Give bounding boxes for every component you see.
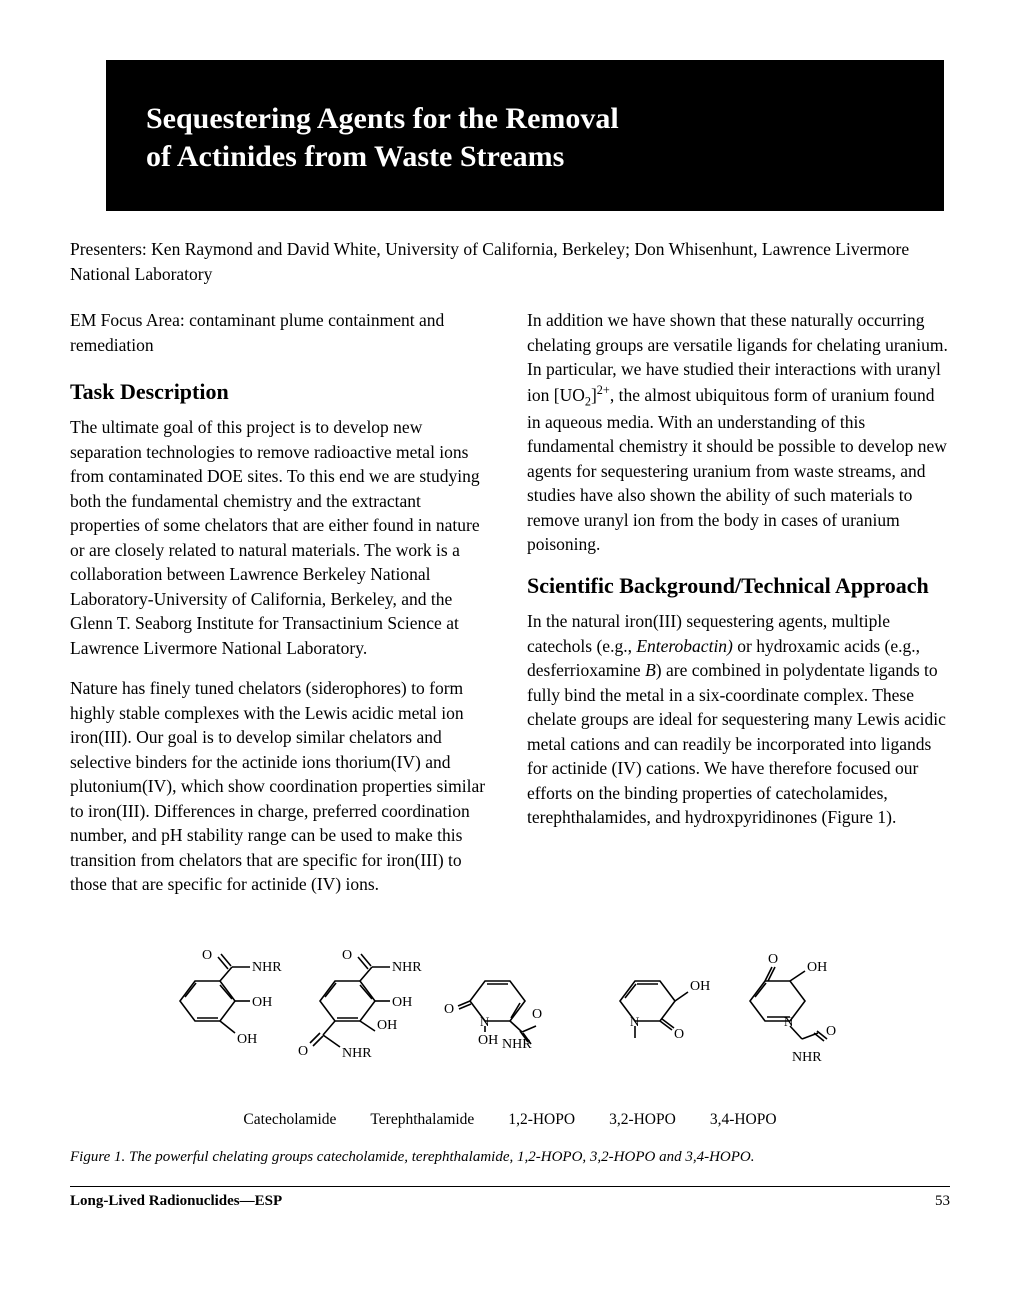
heading-task-description: Task Description [70, 379, 493, 405]
footer-page-number: 53 [935, 1193, 950, 1210]
label-catecholamide: Catecholamide [243, 1111, 336, 1129]
right-column: In addition we have shown that these nat… [527, 308, 950, 913]
heading-scientific-background: Scientific Background/Technical Approach [527, 573, 950, 599]
label-terephthalamide: Terephthalamide [370, 1111, 474, 1129]
svg-text:O: O [444, 1002, 454, 1017]
title-block: Sequestering Agents for the Removal of A… [106, 60, 944, 211]
sci-bg-em2: B [645, 660, 656, 680]
sci-bg-mid2: ) are combined in polydentate ligands to… [527, 660, 946, 827]
title-line-1: Sequestering Agents for the Removal [146, 102, 619, 135]
title-line-2: of Actinides from Waste Streams [146, 140, 564, 173]
svg-text:OH: OH [807, 960, 827, 975]
svg-text:O: O [342, 948, 352, 963]
uo2-sup: 2+ [597, 383, 610, 397]
two-column-body: EM Focus Area: contaminant plume contain… [70, 308, 950, 913]
label-32-hopo: 3,2-HOPO [609, 1111, 676, 1129]
figure-1-caption: Figure 1. The powerful chelating groups … [70, 1149, 950, 1166]
task-description-p1: The ultimate goal of this project is to … [70, 415, 493, 660]
svg-text:OH: OH [377, 1018, 397, 1033]
page-footer: Long-Lived Radionuclides—ESP 53 [70, 1193, 950, 1210]
svg-text:OH: OH [392, 995, 412, 1010]
svg-text:NHR: NHR [252, 960, 282, 975]
sci-bg-em1: Enterobactin) [636, 636, 733, 656]
svg-text:O: O [674, 1027, 684, 1042]
svg-text:OH: OH [478, 1033, 498, 1048]
svg-text:NHR: NHR [342, 1046, 372, 1061]
svg-text:OH: OH [252, 995, 272, 1010]
structure-labels-row: Catecholamide Terephthalamide 1,2-HOPO 3… [70, 1111, 950, 1129]
footer-rule [70, 1186, 950, 1187]
figure-1-structures: O NHR OH OH O NHR [130, 931, 890, 1101]
figure-1: O NHR OH OH O NHR [70, 931, 950, 1166]
svg-text:O: O [826, 1024, 836, 1039]
label-12-hopo: 1,2-HOPO [508, 1111, 575, 1129]
svg-text:O: O [532, 1007, 542, 1022]
svg-text:O: O [298, 1044, 308, 1059]
svg-text:O: O [202, 948, 212, 963]
left-column: EM Focus Area: contaminant plume contain… [70, 308, 493, 913]
footer-left: Long-Lived Radionuclides—ESP [70, 1193, 282, 1210]
svg-text:OH: OH [690, 979, 710, 994]
svg-text:NHR: NHR [392, 960, 422, 975]
right-intro-post: , the almost ubiquitous form of uranium … [527, 384, 947, 554]
task-description-p2: Nature has finely tuned chelators (sider… [70, 676, 493, 897]
page-title: Sequestering Agents for the Removal of A… [146, 100, 904, 175]
svg-text:NHR: NHR [502, 1037, 532, 1052]
svg-text:N: N [784, 1014, 794, 1029]
scientific-background-p1: In the natural iron(III) sequestering ag… [527, 609, 950, 830]
focus-area: EM Focus Area: contaminant plume contain… [70, 308, 493, 357]
label-34-hopo: 3,4-HOPO [710, 1111, 777, 1129]
presenters-line: Presenters: Ken Raymond and David White,… [70, 237, 950, 286]
svg-text:O: O [768, 952, 778, 967]
svg-text:NHR: NHR [792, 1050, 822, 1065]
right-intro-p1: In addition we have shown that these nat… [527, 308, 950, 557]
svg-text:OH: OH [237, 1032, 257, 1047]
